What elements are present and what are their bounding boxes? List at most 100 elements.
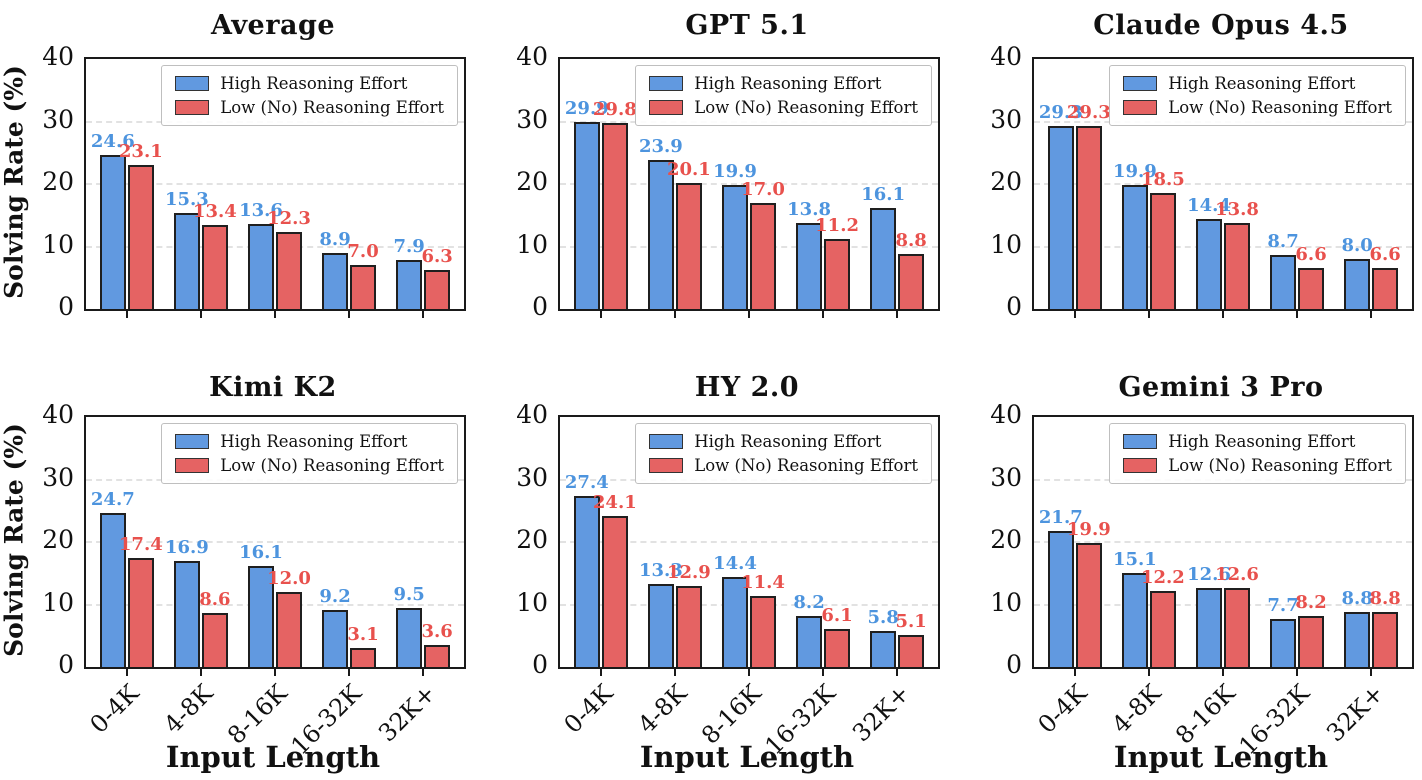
legend-row: High Reasoning Effort	[1123, 74, 1392, 93]
x-tick-label: 0-4K	[84, 679, 145, 739]
value-label-low: 17.0	[741, 178, 785, 200]
value-label-low: 6.6	[1295, 243, 1327, 265]
bar-high-reasoning	[322, 253, 349, 309]
value-label-low: 11.2	[815, 215, 859, 236]
y-tick-label: 20	[42, 167, 74, 196]
x-tick-label: 0-4K	[558, 679, 619, 739]
ylabel-slot: Solving Rate (%)	[0, 415, 29, 665]
chart-title: Kimi K2	[209, 372, 337, 403]
x-tick-mark	[822, 669, 825, 676]
y-tick-label: 10	[42, 229, 74, 259]
chart-panel-hy-2-0: HY 2.0 0 10 20 30 40 27.4 24.1 0-4K 13.3 12.9 4-8K 1…	[474, 370, 948, 780]
x-tick-mark	[199, 311, 202, 318]
bar-low-reasoning	[898, 254, 925, 309]
value-label-high: 14.4	[1187, 195, 1231, 216]
x-tick-label: 4-8K	[632, 679, 693, 739]
legend-swatch-high	[1123, 76, 1158, 91]
bar-low-reasoning	[201, 225, 228, 309]
value-label-high: 8.8	[1341, 588, 1373, 609]
x-tick-label: 4-8K	[1106, 679, 1167, 739]
bar-low-reasoning	[675, 586, 702, 667]
x-axis-label: Input Length	[1113, 740, 1329, 774]
chart-title: HY 2.0	[694, 372, 800, 403]
x-tick-mark	[748, 669, 750, 676]
gridline	[560, 603, 938, 606]
bar-high-reasoning	[99, 512, 126, 667]
x-tick-mark	[896, 311, 899, 318]
gridline	[560, 541, 938, 543]
bar-low-reasoning	[675, 183, 702, 309]
legend-label: High Reasoning Effort	[1168, 74, 1356, 93]
legend-swatch-high	[175, 434, 210, 449]
gridline	[560, 245, 938, 248]
gridline	[560, 183, 938, 185]
x-tick-label: 32K+	[846, 679, 915, 748]
value-label-low: 20.1	[666, 159, 711, 181]
bar-high-reasoning	[1270, 618, 1297, 667]
x-tick-mark	[422, 311, 425, 318]
legend-label: High Reasoning Effort	[694, 74, 882, 93]
bar-high-reasoning	[1047, 531, 1074, 667]
chart-panel-gemini-3-pro: Gemini 3 Pro 0 10 20 30 40 21.7 19.9 0-4K 15.1 12.…	[948, 370, 1422, 780]
bar-high-reasoning	[647, 583, 674, 667]
plot-row: 0 10 20 30 40 29.9 29.8 23.9 20.1 19.9 17.0 13.8 11.…	[474, 42, 948, 321]
legend-label: Low (No) Reasoning Effort	[694, 98, 918, 117]
value-label-low: 8.6	[199, 589, 231, 611]
bar-low-reasoning	[424, 644, 451, 667]
y-tick-labels: 0 10 20 30 40	[28, 400, 84, 679]
legend-swatch-high	[175, 76, 210, 91]
bar-low-reasoning	[1075, 542, 1102, 667]
y-tick-labels: 0 10 20 30 40	[28, 42, 84, 321]
bar-high-reasoning	[396, 259, 423, 309]
y-tick-label: 40	[516, 42, 548, 71]
x-axis-label: Input Length	[165, 740, 381, 774]
y-tick-labels: 0 10 20 30 40	[502, 42, 558, 321]
chart-panel-average: Average Solving Rate (%) 0 10 20 30 40 24.6 23.1…	[0, 0, 474, 370]
x-tick-mark	[748, 311, 750, 318]
bar-high-reasoning	[722, 577, 748, 667]
x-tick-mark	[274, 669, 276, 676]
y-tick-label: 30	[990, 104, 1022, 134]
bar-low-reasoning	[750, 202, 776, 309]
x-tick-mark	[1222, 669, 1224, 676]
bar-low-reasoning	[424, 269, 451, 309]
bar-low-reasoning	[1372, 267, 1399, 309]
bar-low-reasoning	[1224, 588, 1250, 667]
legend-row: Low (No) Reasoning Effort	[175, 456, 444, 475]
y-tick-label: 30	[516, 104, 548, 134]
legend-row: Low (No) Reasoning Effort	[175, 98, 444, 117]
gridline	[1034, 183, 1412, 185]
chart-panel-claude-opus-4-5: Claude Opus 4.5 0 10 20 30 40 29.3 29.3 19.9 18.5…	[948, 0, 1422, 370]
bar-low-reasoning	[1149, 590, 1176, 667]
bar-high-reasoning	[248, 224, 274, 309]
bar-low-reasoning	[1224, 222, 1250, 309]
bar-low-reasoning	[824, 628, 851, 667]
legend-swatch-low	[649, 458, 684, 473]
value-label-low: 8.8	[1369, 588, 1401, 609]
ylabel-slot: Solving Rate (%)	[0, 57, 29, 307]
y-tick-label: 30	[42, 104, 74, 134]
bar-high-reasoning	[1121, 184, 1148, 309]
bar-high-reasoning	[573, 122, 600, 309]
value-label-high: 16.1	[239, 542, 283, 564]
y-tick-label: 30	[990, 462, 1022, 492]
value-label-high: 7.9	[393, 235, 425, 257]
bar-high-reasoning	[796, 615, 823, 667]
legend-swatch-high	[1123, 434, 1158, 449]
bar-high-reasoning	[1047, 125, 1074, 309]
x-tick-mark	[1222, 311, 1224, 318]
gridline	[86, 603, 464, 606]
bar-high-reasoning	[722, 184, 748, 309]
bar-high-reasoning	[1196, 219, 1222, 309]
legend-swatch-low	[175, 458, 210, 473]
y-tick-label: 40	[990, 42, 1022, 71]
y-tick-label: 10	[42, 587, 74, 617]
legend-swatch-low	[1123, 100, 1158, 115]
plot-row: 0 10 20 30 40 21.7 19.9 0-4K 15.1 12.2 4-8K 12.6 12.…	[948, 400, 1422, 760]
x-tick-mark	[125, 669, 128, 676]
legend: High Reasoning Effort Low (No) Reasoning …	[635, 423, 932, 484]
value-label-high: 13.8	[787, 198, 831, 220]
bar-low-reasoning	[601, 122, 628, 309]
value-label-high: 9.5	[393, 583, 425, 605]
x-tick-mark	[599, 311, 602, 318]
